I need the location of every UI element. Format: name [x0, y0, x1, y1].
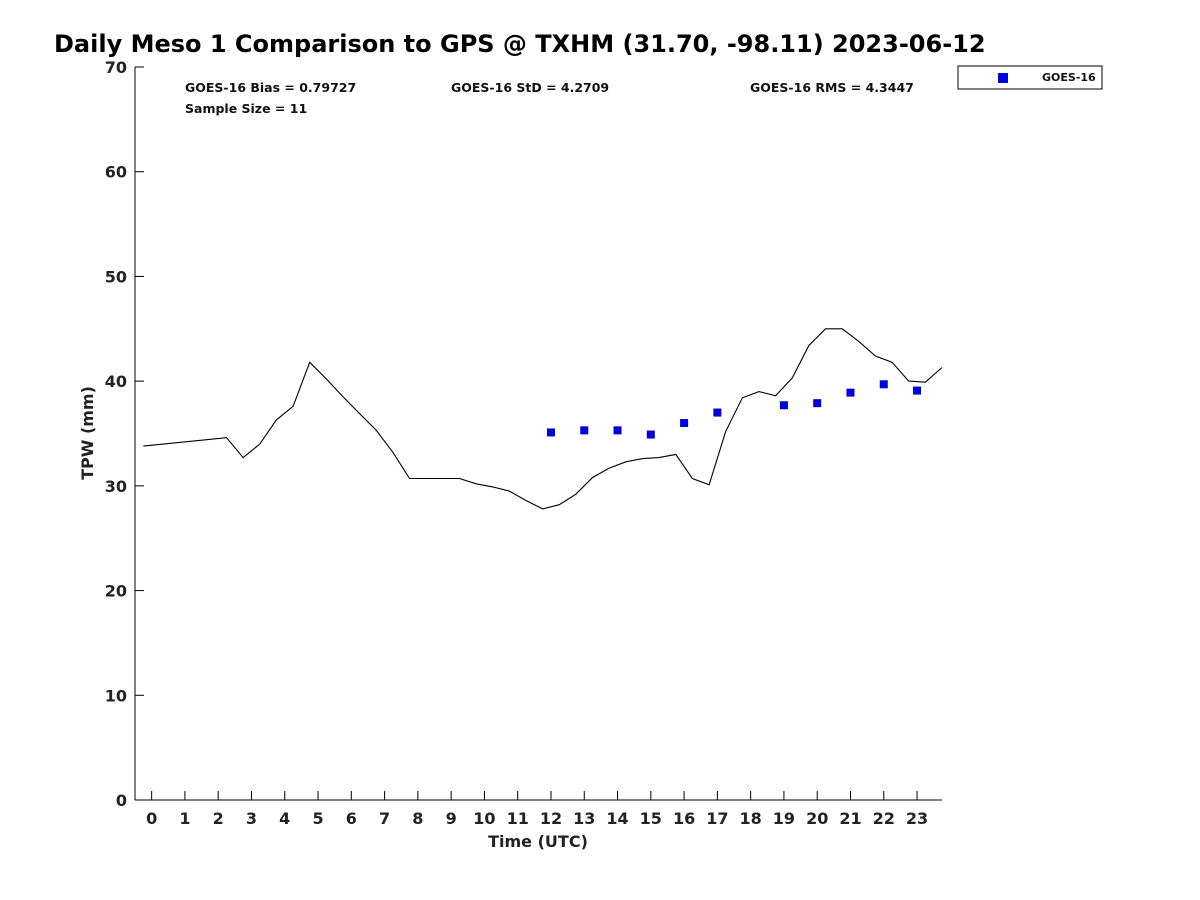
goes16-point	[813, 399, 822, 408]
x-tick-label: 14	[606, 809, 628, 828]
x-ticks: 0 1 2 3 4 5 6 7 8 9 10 11 12 13 14 15 16 17 18 19 20 21 22 23	[146, 791, 928, 828]
goes16-point	[546, 428, 555, 437]
y-tick-label: 50	[105, 267, 127, 286]
x-tick-label: 17	[706, 809, 728, 828]
goes16-point	[879, 380, 888, 389]
x-axis-title: Time (UTC)	[488, 832, 588, 851]
legend-box	[957, 65, 1103, 90]
bias-stat: GOES-16 Bias = 0.79727	[185, 80, 356, 95]
x-tick-label: 18	[740, 809, 762, 828]
legend: GOES-16	[957, 65, 1103, 90]
goes16-point	[613, 426, 622, 435]
goes16-point	[779, 401, 788, 410]
legend-label-goes16: GOES-16	[1042, 71, 1096, 84]
x-tick-label: 3	[246, 809, 257, 828]
x-tick-label: 10	[473, 809, 495, 828]
y-tick-label: 10	[105, 686, 127, 705]
goes16-point	[680, 419, 689, 428]
y-tick-label: 20	[105, 582, 127, 601]
goes16-point	[913, 386, 922, 395]
x-tick-label: 15	[640, 809, 662, 828]
x-tick-label: 6	[346, 809, 357, 828]
goes16-point	[646, 430, 655, 439]
std-stat: GOES-16 StD = 4.2709	[451, 80, 609, 95]
x-tick-label: 23	[906, 809, 928, 828]
x-tick-label: 12	[540, 809, 562, 828]
x-tick-label: 20	[806, 809, 828, 828]
x-tick-label: 5	[312, 809, 323, 828]
x-tick-label: 2	[213, 809, 224, 828]
x-tick-label: 0	[146, 809, 157, 828]
x-tick-label: 13	[573, 809, 595, 828]
goes16-point	[580, 426, 589, 435]
y-tick-label: 40	[105, 372, 127, 391]
rms-stat: GOES-16 RMS = 4.3447	[750, 80, 914, 95]
y-ticks: 0 10 20 30 40 50 60 70	[105, 58, 144, 810]
x-tick-label: 8	[412, 809, 423, 828]
x-tick-label: 21	[839, 809, 861, 828]
y-tick-label: 60	[105, 163, 127, 182]
legend-marker-goes16	[998, 73, 1008, 83]
series-layer	[143, 328, 943, 510]
gps-tpw-line	[143, 328, 943, 510]
y-tick-label: 70	[105, 58, 127, 77]
x-tick-label: 4	[279, 809, 290, 828]
x-tick-label: 1	[179, 809, 190, 828]
x-tick-label: 19	[773, 809, 795, 828]
goes16-point	[713, 408, 722, 417]
x-tick-label: 7	[379, 809, 390, 828]
x-tick-label: 9	[446, 809, 457, 828]
x-tick-label: 16	[673, 809, 695, 828]
y-tick-label: 0	[116, 791, 127, 810]
x-tick-label: 22	[873, 809, 895, 828]
sample-size-stat: Sample Size = 11	[185, 101, 307, 116]
x-tick-label: 11	[507, 809, 529, 828]
y-axis-title: TPW (mm)	[78, 386, 97, 480]
chart-title: Daily Meso 1 Comparison to GPS @ TXHM (3…	[54, 30, 986, 58]
axes	[134, 67, 942, 801]
y-tick-label: 30	[105, 477, 127, 496]
goes16-point	[846, 388, 855, 397]
